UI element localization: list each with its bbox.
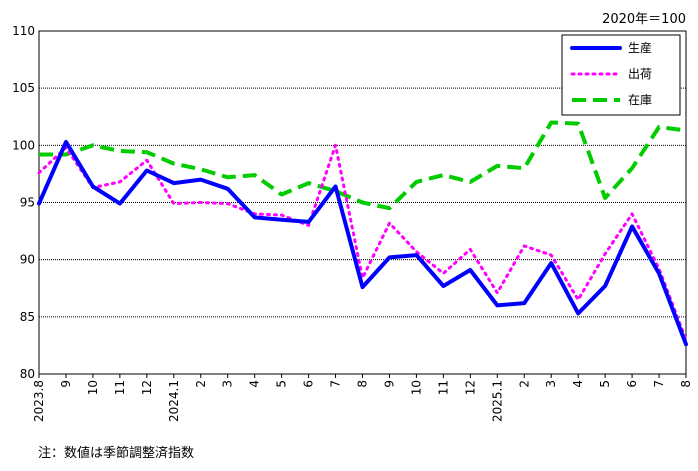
x-tick-label: 8 <box>356 380 370 388</box>
series-line-2 <box>39 120 687 211</box>
series-line-1 <box>37 143 688 342</box>
unit-note: 2020年＝100 <box>602 12 686 27</box>
y-tick-label: 110 <box>12 24 35 38</box>
x-tick-label: 10 <box>86 380 100 395</box>
x-tick-label: 7 <box>329 380 343 388</box>
x-tick-label: 5 <box>275 380 289 388</box>
x-tick-label: 2024.1 <box>167 380 181 422</box>
x-tick-label: 2 <box>517 380 531 388</box>
y-tick-label: 80 <box>20 367 35 381</box>
x-tick-label: 12 <box>463 380 477 395</box>
y-tick-label: 90 <box>20 253 35 267</box>
y-tick-label: 105 <box>12 81 35 95</box>
x-tick-label: 2 <box>194 380 208 388</box>
footnote: 注：数値は季節調整済指数 <box>38 446 195 461</box>
y-tick-label: 85 <box>20 310 35 324</box>
x-tick-label: 5 <box>598 380 612 388</box>
x-tick-label: 10 <box>409 380 423 395</box>
x-tick-label: 2025.1 <box>490 380 504 422</box>
x-axis-ticks: 2023.8 9 10 11 12 2024.1 2 3 4 5 6 7 8 9 10 11 12 2025.1 2… <box>32 374 693 422</box>
y-axis-ticks: 80 85 90 95 100 105 110 <box>12 24 35 381</box>
x-tick-label: 7 <box>652 380 666 388</box>
x-tick-label: 6 <box>625 380 639 388</box>
x-tick-label: 8 <box>679 380 693 388</box>
legend-label: 生産 <box>628 40 652 55</box>
series-line-0 <box>37 139 688 347</box>
x-tick-label: 9 <box>59 380 73 388</box>
series-lines <box>37 120 688 347</box>
x-tick-label: 12 <box>140 380 154 395</box>
x-tick-label: 6 <box>302 380 316 388</box>
x-tick-label: 4 <box>248 380 262 388</box>
x-tick-label: 11 <box>436 380 450 395</box>
x-tick-label: 3 <box>221 380 235 388</box>
y-tick-label: 95 <box>20 196 35 210</box>
legend-label: 在庫 <box>628 93 652 107</box>
x-tick-label: 11 <box>113 380 127 395</box>
x-tick-label: 4 <box>571 380 585 388</box>
x-tick-label: 3 <box>544 380 558 388</box>
x-tick-label: 2023.8 <box>32 380 46 422</box>
x-tick-label: 9 <box>382 380 396 388</box>
legend-label: 出荷 <box>628 67 652 81</box>
y-tick-label: 100 <box>12 138 35 152</box>
